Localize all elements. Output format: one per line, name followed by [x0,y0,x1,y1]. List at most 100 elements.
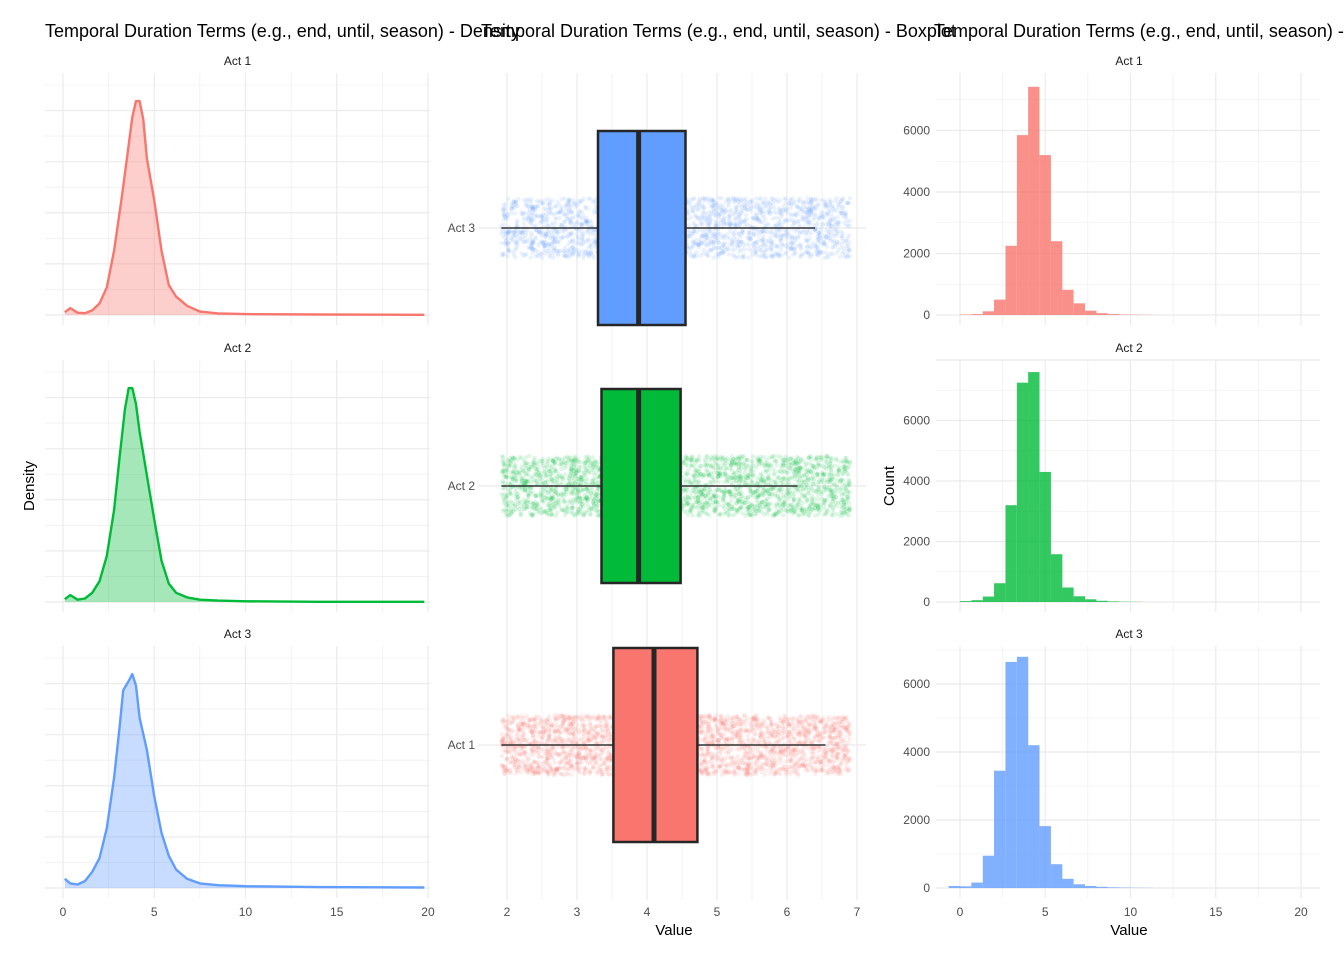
jitter-point [688,463,694,469]
jitter-point [720,248,725,253]
jitter-point [776,252,782,257]
jitter-point [584,467,589,473]
jitter-point [502,241,508,246]
jitter-point [686,496,692,501]
jitter-point [826,205,831,210]
jitter-point [774,462,780,468]
jitter-point [782,495,787,500]
jitter-point [715,499,720,505]
jitter-point [747,489,753,494]
jitter-point [688,197,693,202]
jitter-point [571,237,576,242]
jitter-point [590,487,595,492]
jitter-point [822,512,827,517]
jitter-point [793,466,798,472]
jitter-point [513,199,519,204]
jitter-point [731,477,736,483]
jitter-point [796,198,801,203]
jitter-point [772,513,777,518]
jitter-point [792,251,798,256]
jitter-point [790,235,795,240]
jitter-point [545,459,551,464]
jitter-point [780,477,785,482]
density-area-fill [64,101,425,315]
jitter-point [529,231,534,236]
jitter-point [586,237,591,242]
jitter-point [736,249,742,254]
jitter-point [824,212,830,217]
jitter-point [727,213,732,219]
jitter-point [544,232,549,237]
jitter-point [794,205,800,210]
jitter-point [564,489,569,494]
jitter-point [583,249,588,254]
jitter-point [532,503,537,508]
jitter-point [545,222,550,227]
jitter-point [740,202,745,208]
jitter-point [509,507,514,512]
jitter-point [725,246,730,251]
jitter-point [711,203,716,208]
jitter-point [499,222,504,228]
jitter-point [805,244,810,249]
jitter-point [761,253,766,259]
jitter-point [736,202,742,208]
jitter-point [695,215,701,221]
jitter-point [813,196,819,202]
jitter-point [575,254,581,259]
jitter-point [690,230,696,235]
jitter-point [741,254,747,260]
jitter-point [694,253,700,258]
jitter-point [739,255,744,260]
jitter-point [584,239,589,244]
jitter-point [717,231,723,236]
jitter-point [816,231,822,236]
jitter-point [837,459,842,464]
density-x-tick-label: 5 [151,905,158,919]
jitter-point [499,454,505,459]
jitter-point [568,253,573,258]
jitter-point [729,207,734,213]
jitter-point [549,478,554,483]
jitter-point [809,497,814,502]
jitter-point [757,197,762,202]
jitter-point [847,240,852,245]
jitter-point [502,213,507,218]
jitter-point [530,206,536,211]
jitter-point [691,209,696,214]
jitter-point [547,201,552,207]
jitter-point [765,247,770,252]
jitter-point [586,227,591,233]
jitter-point [828,200,834,205]
jitter-point [726,214,731,219]
jitter-point [804,239,809,244]
jitter-point [816,249,822,254]
jitter-point [758,207,763,212]
jitter-point [693,240,698,245]
jitter-point [785,491,790,496]
jitter-point [761,199,766,204]
jitter-point [821,216,827,221]
jitter-point [574,486,579,491]
jitter-point [796,496,801,502]
jitter-point [507,489,513,494]
jitter-point [530,247,536,252]
jitter-point [504,242,509,247]
jitter-point [688,508,693,513]
jitter-point [549,211,554,216]
jitter-point [710,475,715,481]
jitter-point [518,230,524,235]
jitter-point [833,243,838,248]
jitter-point [500,233,506,239]
jitter-point [766,491,771,496]
jitter-point [809,231,814,236]
jitter-point [701,508,706,513]
jitter-point [508,458,514,463]
jitter-point [691,239,696,245]
jitter-point [735,198,741,204]
jitter-point [528,199,534,204]
jitter-point [573,204,578,209]
jitter-point [553,215,558,220]
jitter-point [829,512,834,517]
jitter-point [524,471,529,476]
